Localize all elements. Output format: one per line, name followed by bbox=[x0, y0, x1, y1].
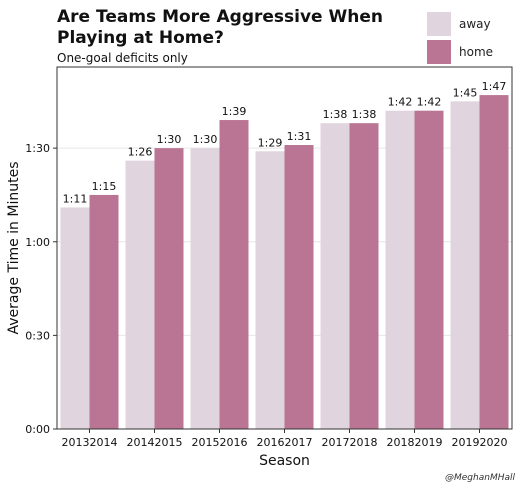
bar-home bbox=[89, 194, 119, 429]
bar-label-away: 1:11 bbox=[63, 192, 88, 205]
chart-subtitle: One-goal deficits only bbox=[57, 51, 188, 65]
bar-home bbox=[479, 95, 509, 429]
bar-away bbox=[255, 151, 285, 430]
x-tick-label: 20172018 bbox=[322, 436, 378, 449]
y-tick-label: 0:30 bbox=[25, 329, 50, 342]
x-tick-label: 20192020 bbox=[452, 436, 508, 449]
y-tick-label: 1:30 bbox=[25, 142, 50, 155]
x-tick-label: 20162017 bbox=[257, 436, 313, 449]
y-axis-title: Average Time in Minutes bbox=[6, 162, 22, 335]
x-axis-title: Season bbox=[259, 453, 310, 469]
x-tick-label: 20132014 bbox=[62, 436, 118, 449]
x-tick-label: 20142015 bbox=[127, 436, 183, 449]
y-tick-label: 0:00 bbox=[25, 423, 50, 436]
legend-swatch-away bbox=[427, 12, 451, 36]
bar-away bbox=[60, 207, 90, 429]
bar-home bbox=[284, 145, 314, 429]
bar-label-home: 1:42 bbox=[417, 96, 442, 109]
bar-home bbox=[154, 148, 184, 429]
legend-label-home: home bbox=[459, 45, 494, 59]
bar-labels: 1:11 1:15 1:26 1:30 1:30 1:39 1:29 1:31 1:38 1:38… bbox=[63, 80, 507, 205]
bar-label-home: 1:39 bbox=[222, 105, 247, 118]
chart-title: Are Teams More Aggressive When Playing a… bbox=[57, 7, 383, 48]
bar-label-home: 1:38 bbox=[352, 108, 377, 121]
bar-label-away: 1:29 bbox=[258, 136, 283, 149]
bar-label-away: 1:45 bbox=[453, 86, 478, 99]
bar-home bbox=[349, 123, 379, 429]
legend-label-away: away bbox=[459, 17, 491, 31]
bar-label-away: 1:26 bbox=[128, 146, 153, 159]
bar-away bbox=[190, 148, 220, 429]
bars bbox=[60, 95, 509, 430]
x-tick-label: 20152016 bbox=[192, 436, 248, 449]
bar-away bbox=[450, 101, 480, 430]
bar-away bbox=[320, 123, 350, 429]
bar-label-home: 1:47 bbox=[482, 80, 507, 93]
x-axis-ticks: 20132014 20142015 20152016 20162017 20172018… bbox=[62, 429, 508, 449]
legend-swatch-home bbox=[427, 40, 451, 64]
bar-away bbox=[385, 110, 415, 430]
y-axis-ticks: 0:00 0:30 1:00 1:30 bbox=[25, 142, 57, 436]
bar-label-away: 1:42 bbox=[388, 96, 413, 109]
bar-home bbox=[219, 120, 249, 429]
bar-label-away: 1:38 bbox=[323, 108, 348, 121]
bar-label-home: 1:31 bbox=[287, 130, 312, 143]
bar-label-home: 1:15 bbox=[92, 180, 117, 193]
bar-label-home: 1:30 bbox=[157, 133, 182, 146]
bar-home bbox=[414, 110, 444, 430]
credit-text: @MeghanMHall bbox=[445, 473, 515, 483]
y-tick-label: 1:00 bbox=[25, 236, 50, 249]
bar-label-away: 1:30 bbox=[193, 133, 218, 146]
x-tick-label: 20182019 bbox=[387, 436, 443, 449]
bar-away bbox=[125, 160, 155, 429]
